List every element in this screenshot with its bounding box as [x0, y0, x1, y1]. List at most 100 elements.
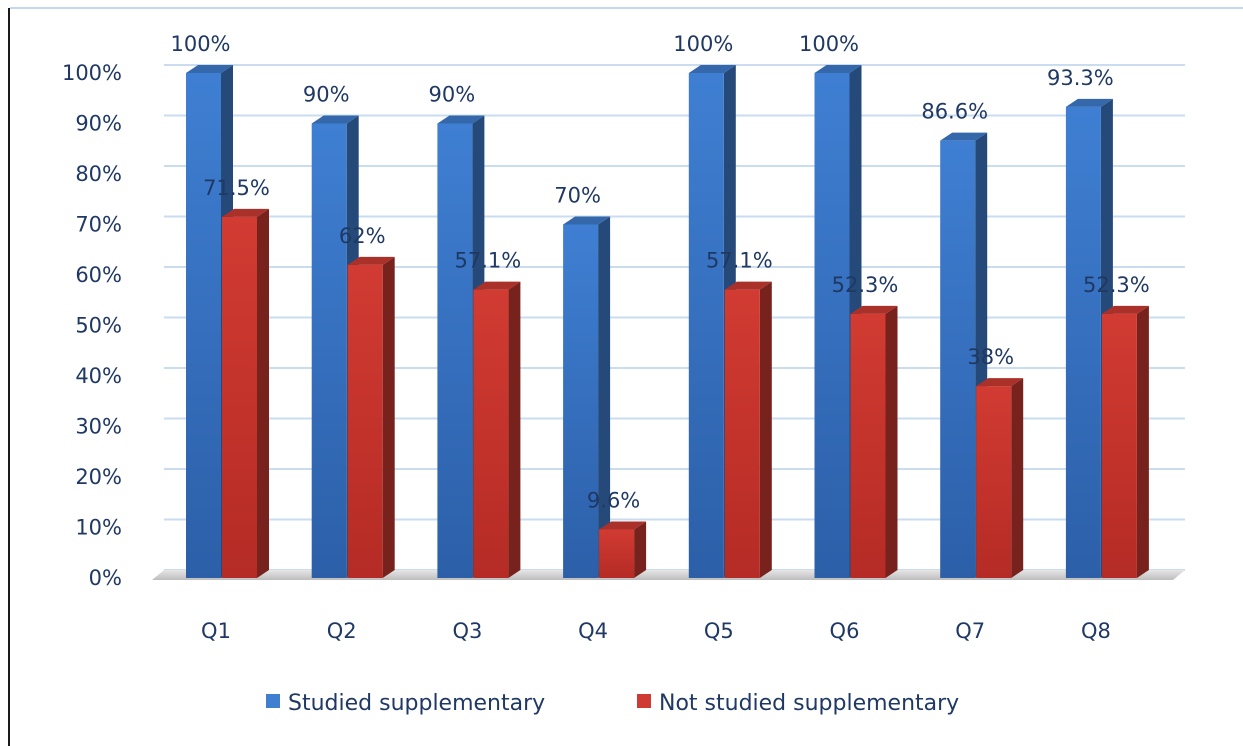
data-label: 71.5%	[203, 176, 270, 200]
y-tick-label: 0%	[89, 566, 122, 590]
data-label: 57.1%	[455, 249, 522, 273]
data-label: 100%	[799, 32, 859, 56]
bar-top	[688, 65, 736, 73]
x-tick-label: Q5	[704, 619, 734, 643]
y-tick-label: 80%	[75, 162, 122, 186]
data-label: 70%	[554, 184, 601, 208]
bar-front	[814, 73, 850, 578]
data-label: 100%	[673, 32, 733, 56]
y-tick-label: 40%	[75, 364, 122, 388]
bar-top	[563, 216, 611, 225]
y-tick-label: 100%	[62, 61, 122, 85]
x-tick-label: Q6	[830, 619, 860, 643]
bar-side	[1136, 305, 1149, 578]
x-axis-tick-labels: Q1 Q2 Q3 Q4 Q5 Q6 Q7 Q8	[201, 619, 1111, 643]
bar-side	[257, 208, 269, 579]
legend-label: Not studied supplementary	[659, 691, 959, 716]
bar-top	[1101, 305, 1149, 314]
bar-side	[759, 281, 772, 578]
data-label: 90%	[303, 83, 350, 107]
x-tick-label: Q2	[327, 619, 357, 643]
bar-front	[724, 289, 760, 578]
bar-top	[724, 281, 772, 290]
bar-front	[688, 73, 724, 578]
chart-floor	[152, 570, 1185, 580]
legend-label: Studied supplementary	[288, 691, 545, 716]
bar-top	[347, 256, 395, 265]
x-tick-label: Q3	[452, 619, 482, 643]
bar-front	[563, 224, 599, 578]
bar-top	[473, 281, 521, 290]
bar-top	[1065, 98, 1113, 107]
bar-side	[508, 281, 521, 578]
x-tick-label: Q1	[201, 619, 231, 643]
bars	[186, 65, 1149, 579]
data-label: 9.6%	[587, 489, 640, 513]
bar-side	[634, 521, 647, 578]
data-label: 52.3%	[1083, 273, 1150, 297]
data-label: 93.3%	[1047, 66, 1114, 90]
bar-top	[186, 65, 233, 73]
bar-side	[885, 305, 898, 578]
y-tick-label: 30%	[75, 415, 122, 439]
bar-front	[473, 289, 509, 578]
bar-front	[850, 313, 886, 578]
data-label: 90%	[429, 83, 476, 107]
bar-side	[598, 216, 611, 578]
bar-top	[311, 115, 359, 124]
bar-front	[1101, 313, 1137, 578]
data-label: 52.3%	[832, 273, 899, 297]
bar-top	[976, 378, 1024, 387]
data-label: 57.1%	[706, 249, 773, 273]
bar-not-studied-q4	[599, 521, 647, 578]
bar-not-studied-q1	[222, 208, 269, 579]
legend-swatch	[266, 694, 280, 708]
bar-side	[1011, 378, 1024, 578]
bar-not-studied-q8	[1101, 305, 1149, 578]
bar-front	[437, 123, 473, 578]
data-label: 38%	[967, 345, 1014, 369]
y-tick-label: 10%	[75, 516, 122, 540]
bar-front	[311, 123, 347, 578]
bar-studied-q4	[563, 216, 611, 578]
y-tick-label: 20%	[75, 465, 122, 489]
floor-plane	[152, 570, 1185, 580]
bar-front	[186, 73, 221, 578]
data-label: 86.6%	[921, 100, 988, 124]
bar-not-studied-q7	[976, 378, 1024, 578]
y-tick-label: 60%	[75, 263, 122, 287]
x-tick-label: Q8	[1081, 619, 1111, 643]
y-tick-label: 70%	[75, 213, 122, 237]
data-labels: 100% 71.5% 90% 62% 90% 57.1% 70% 9.6% 100% 57.1% 1…	[170, 32, 1149, 513]
x-tick-label: Q7	[955, 619, 985, 643]
y-tick-label: 50%	[75, 314, 122, 338]
bar-top	[222, 208, 269, 217]
legend-item: Not studied supplementary	[637, 691, 959, 716]
bar-not-studied-q6	[850, 305, 898, 578]
bar-front	[599, 529, 635, 578]
bar-front	[347, 264, 383, 578]
bar-top	[940, 132, 988, 141]
bar-top	[437, 115, 485, 124]
bar-front	[976, 386, 1012, 578]
bar-top	[850, 305, 898, 314]
y-tick-label: 90%	[75, 112, 122, 136]
bar-not-studied-q3	[473, 281, 521, 578]
data-label: 62%	[339, 224, 386, 248]
bar-front	[940, 140, 976, 579]
bar-top	[814, 65, 862, 73]
bar-side	[382, 256, 395, 578]
bar-not-studied-q2	[347, 256, 395, 578]
bar-front	[222, 216, 257, 579]
x-tick-label: Q4	[578, 619, 608, 643]
bar-not-studied-q5	[724, 281, 772, 578]
legend-swatch	[637, 694, 651, 708]
bar-front	[1065, 106, 1101, 579]
data-label: 100%	[170, 32, 230, 56]
bar-top	[599, 521, 647, 530]
y-axis-tick-labels: 0% 10% 20% 30% 40% 50% 60% 70% 80% 90% 100%	[62, 61, 122, 590]
bar-studied-q6	[814, 65, 862, 578]
legend-item: Studied supplementary	[266, 691, 545, 716]
